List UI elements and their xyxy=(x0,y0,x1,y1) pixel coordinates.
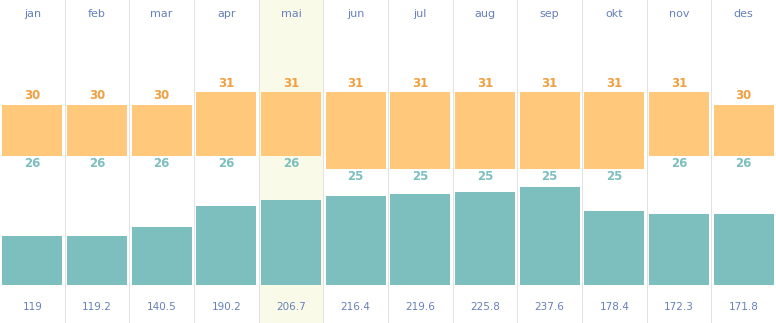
Bar xyxy=(258,0,324,323)
Text: 119.2: 119.2 xyxy=(82,303,112,312)
Text: 31: 31 xyxy=(671,77,687,89)
Text: 25: 25 xyxy=(348,170,364,183)
Text: 26: 26 xyxy=(218,157,234,170)
Text: 26: 26 xyxy=(736,157,752,170)
Bar xyxy=(261,200,321,285)
Text: 30: 30 xyxy=(24,89,40,102)
Text: 119: 119 xyxy=(23,303,42,312)
Text: 219.6: 219.6 xyxy=(405,303,435,312)
Text: des: des xyxy=(734,9,753,19)
Text: sep: sep xyxy=(540,9,559,19)
Text: 30: 30 xyxy=(89,89,105,102)
Text: nov: nov xyxy=(669,9,689,19)
Text: 26: 26 xyxy=(154,157,170,170)
Bar xyxy=(64,0,130,323)
Bar xyxy=(132,227,192,285)
Bar xyxy=(196,92,256,156)
Text: feb: feb xyxy=(88,9,106,19)
Bar xyxy=(326,92,386,169)
Bar xyxy=(518,0,582,323)
Bar xyxy=(261,92,321,156)
Bar xyxy=(714,105,774,156)
Text: jan: jan xyxy=(24,9,41,19)
Text: 25: 25 xyxy=(606,170,622,183)
Text: 206.7: 206.7 xyxy=(276,303,306,312)
Bar xyxy=(196,206,256,285)
Bar xyxy=(649,214,709,285)
Text: 171.8: 171.8 xyxy=(729,303,759,312)
Text: 25: 25 xyxy=(476,170,494,183)
Bar xyxy=(2,236,62,285)
Bar xyxy=(2,105,62,156)
Text: okt: okt xyxy=(605,9,623,19)
Bar xyxy=(520,92,580,169)
Bar xyxy=(67,236,127,285)
Text: 31: 31 xyxy=(606,77,622,89)
Bar xyxy=(584,92,644,169)
Bar xyxy=(324,0,388,323)
Text: apr: apr xyxy=(217,9,236,19)
Bar xyxy=(455,192,515,285)
Bar xyxy=(388,0,452,323)
Bar xyxy=(67,105,127,156)
Text: 31: 31 xyxy=(348,77,364,89)
Bar xyxy=(520,187,580,285)
Text: mar: mar xyxy=(151,9,173,19)
Bar xyxy=(326,195,386,285)
Text: 225.8: 225.8 xyxy=(470,303,500,312)
Bar xyxy=(0,0,64,323)
Bar xyxy=(649,92,709,156)
Text: 31: 31 xyxy=(542,77,558,89)
Bar xyxy=(130,0,194,323)
Bar xyxy=(452,0,518,323)
Text: aug: aug xyxy=(474,9,496,19)
Text: 26: 26 xyxy=(88,157,106,170)
Text: 26: 26 xyxy=(24,157,40,170)
Bar xyxy=(390,194,450,285)
Bar xyxy=(455,92,515,169)
Text: 31: 31 xyxy=(218,77,234,89)
Text: jul: jul xyxy=(414,9,427,19)
Bar xyxy=(714,214,774,285)
Text: 140.5: 140.5 xyxy=(147,303,177,312)
Text: 26: 26 xyxy=(670,157,688,170)
Text: 216.4: 216.4 xyxy=(341,303,371,312)
Text: 190.2: 190.2 xyxy=(211,303,241,312)
Text: 31: 31 xyxy=(412,77,428,89)
Bar xyxy=(390,92,450,169)
Text: 30: 30 xyxy=(154,89,170,102)
Bar xyxy=(712,0,776,323)
Text: 25: 25 xyxy=(542,170,558,183)
Text: 237.6: 237.6 xyxy=(535,303,565,312)
Text: 30: 30 xyxy=(736,89,752,102)
Text: jun: jun xyxy=(347,9,365,19)
Bar xyxy=(582,0,646,323)
Bar xyxy=(132,105,192,156)
Text: mai: mai xyxy=(281,9,301,19)
Text: 178.4: 178.4 xyxy=(599,303,629,312)
Bar xyxy=(194,0,258,323)
Bar xyxy=(584,211,644,285)
Bar xyxy=(646,0,712,323)
Text: 172.3: 172.3 xyxy=(664,303,694,312)
Text: 31: 31 xyxy=(283,77,299,89)
Text: 25: 25 xyxy=(412,170,428,183)
Text: 31: 31 xyxy=(477,77,493,89)
Text: 26: 26 xyxy=(282,157,300,170)
